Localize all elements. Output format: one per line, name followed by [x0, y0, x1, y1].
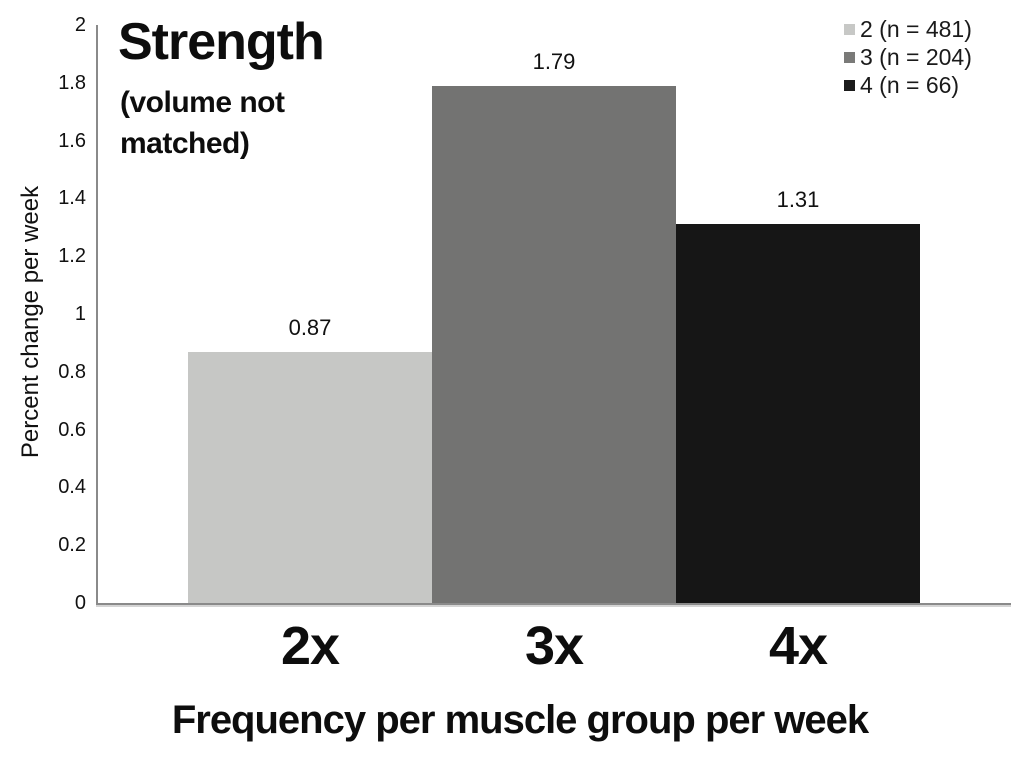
legend-swatch-icon [844, 51, 855, 63]
y-tick-label: 1.8 [58, 71, 86, 94]
y-tick-label: 0.6 [58, 418, 86, 441]
bar-4x [676, 224, 920, 603]
legend: 2 (n = 481) 3 (n = 204) 4 (n = 66) [844, 15, 972, 99]
x-tick-label-2x: 2x [280, 616, 340, 676]
y-tick-label: 1.4 [58, 187, 86, 210]
chart-subtitle: (volume not matched) [120, 86, 285, 161]
legend-row: 4 (n = 66) [844, 71, 972, 99]
legend-label: 3 (n = 204) [860, 43, 972, 70]
legend-swatch-icon [844, 79, 855, 91]
y-axis-line [96, 25, 98, 605]
y-tick-label: 0.2 [58, 534, 86, 557]
bar-value-label: 1.31 [776, 187, 820, 213]
bar-value-label: 1.79 [532, 48, 576, 74]
bar-value-label: 0.87 [288, 314, 332, 340]
y-tick-label: 1.2 [58, 245, 86, 268]
x-tick-label-4x: 4x [768, 616, 828, 676]
legend-row: 2 (n = 481) [844, 15, 972, 43]
legend-swatch-icon [844, 23, 855, 35]
legend-label: 2 (n = 481) [860, 15, 972, 42]
legend-row: 3 (n = 204) [844, 43, 972, 71]
y-tick-label: 0.4 [58, 476, 86, 499]
chart-title: Strength [118, 13, 325, 71]
y-tick-label: 2 [74, 14, 86, 36]
x-tick-label-3x: 3x [524, 616, 584, 676]
x-axis-label: Frequency per muscle group per week [171, 698, 869, 742]
y-tick-label: 1 [74, 303, 86, 325]
legend-label: 4 (n = 66) [860, 71, 960, 98]
y-tick-label: 1.6 [58, 129, 86, 152]
bar-3x [432, 85, 676, 603]
y-tick-label: 0.8 [58, 360, 86, 383]
bar-2x [188, 351, 432, 603]
x-axis-line [96, 603, 1011, 605]
y-tick-label: 0 [74, 592, 86, 614]
